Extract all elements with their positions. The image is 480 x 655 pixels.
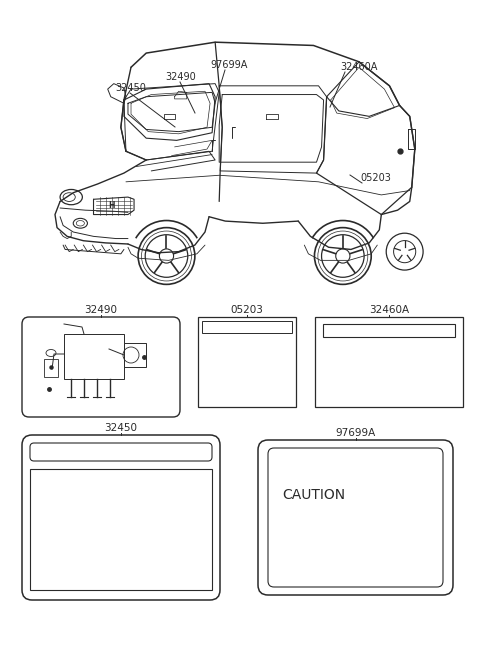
Bar [30,469,212,590]
Bar [124,343,146,367]
Bar [315,317,463,407]
Bar [198,317,296,407]
Text: 05203: 05203 [230,305,264,315]
Bar [323,324,455,337]
Text: 32460A: 32460A [340,62,377,72]
Text: 32490: 32490 [84,305,118,315]
Text: 32450: 32450 [105,423,137,433]
FancyBboxPatch shape [22,435,220,600]
FancyBboxPatch shape [30,443,212,461]
Bar [202,321,292,333]
FancyBboxPatch shape [22,317,180,417]
FancyBboxPatch shape [268,448,443,587]
Text: 32490: 32490 [165,72,196,82]
Text: H: H [108,201,115,210]
Text: 97699A: 97699A [336,428,376,438]
Text: 32450: 32450 [115,83,146,93]
Text: CAUTION: CAUTION [282,488,345,502]
Text: 32460A: 32460A [369,305,409,315]
Bar [44,359,58,377]
Text: 97699A: 97699A [210,60,247,70]
Bar [64,334,124,379]
Text: 05203: 05203 [360,173,391,183]
FancyBboxPatch shape [258,440,453,595]
